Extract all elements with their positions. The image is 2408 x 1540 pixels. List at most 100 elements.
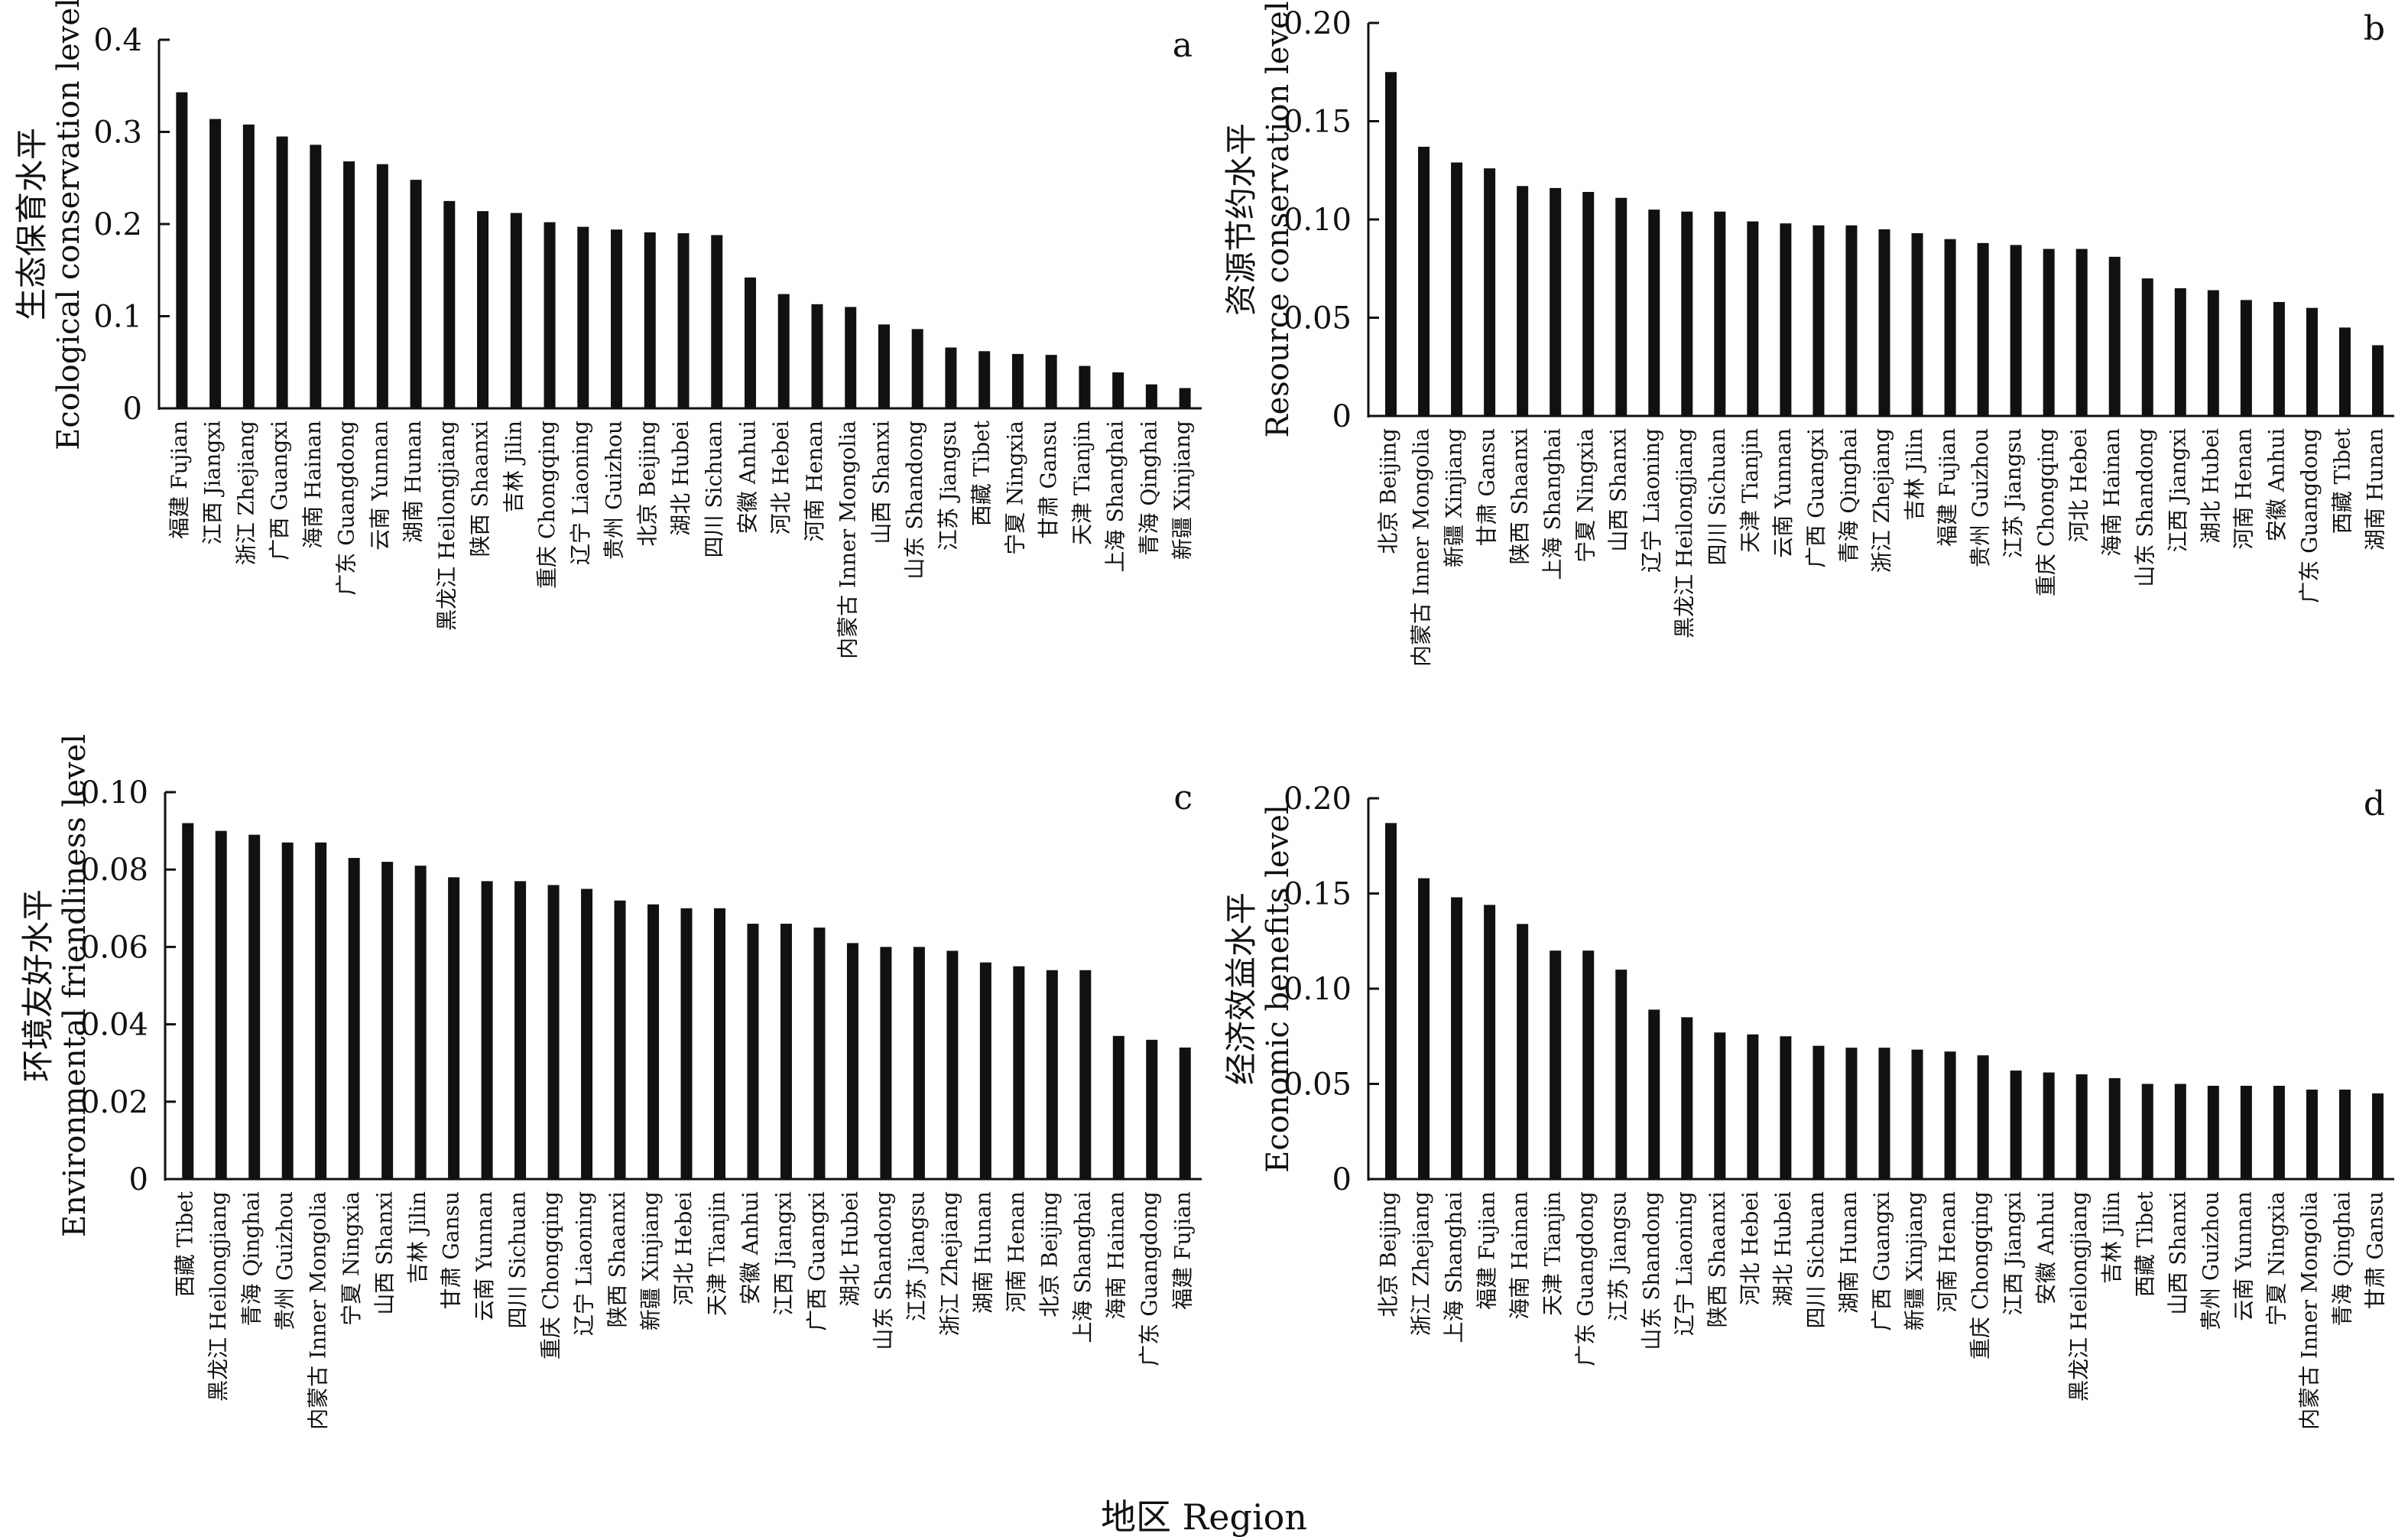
x-tick-label: 吉林 Jilin: [501, 421, 526, 513]
bar: [2108, 256, 2121, 416]
bar: [348, 858, 360, 1179]
x-tick-label: 新疆 Xinjiang: [638, 1191, 664, 1330]
x-tick-label: 四川 Sichuan: [702, 421, 727, 558]
bar: [1112, 372, 1124, 408]
x-tick-label: 西藏 Tibet: [969, 420, 995, 526]
x-tick-label: 北京 Beijing: [1037, 1191, 1062, 1317]
bar: [1484, 168, 1496, 416]
bar: [979, 962, 991, 1179]
x-tick-label: 浙江 Zhejiang: [233, 421, 258, 565]
x-tick-label: 天津 Tianjin: [1738, 428, 1763, 553]
panel-letter: a: [1173, 26, 1193, 65]
x-tick-label: 西藏 Tibet: [2329, 427, 2354, 534]
x-tick-label: 新疆 Xinjiang: [1902, 1191, 1927, 1330]
x-tick-label: 吉林 Jilin: [2099, 1191, 2124, 1284]
bar: [1944, 1051, 1956, 1179]
y-axis-title-cn: 资源节约水平: [1222, 123, 1260, 316]
x-tick-label: 新疆 Xinjiang: [1170, 421, 1195, 560]
x-tick-label: 天津 Tianjin: [1069, 421, 1095, 545]
y-tick-label: 0.05: [1284, 301, 1352, 336]
bar: [777, 294, 790, 408]
bar: [1977, 242, 1989, 416]
x-tick-label: 浙江 Zhejiang: [1409, 1191, 1434, 1336]
y-tick-label: 0.10: [80, 775, 148, 811]
panel-letter: d: [2364, 785, 2385, 824]
bar: [2174, 1084, 2186, 1179]
x-tick-label: 福建 Fujian: [1475, 1191, 1500, 1310]
bar: [1517, 186, 1529, 416]
x-tick-label: 宁夏 Ningxia: [2264, 1191, 2289, 1326]
bar: [481, 881, 493, 1179]
y-tick-label: 0.10: [1284, 972, 1352, 1007]
bar: [1045, 355, 1057, 408]
x-tick-label: 河北 Hebei: [768, 421, 793, 534]
bar: [1550, 187, 1562, 416]
bar: [1812, 225, 1825, 416]
x-tick-label: 山西 Shanxi: [2165, 1191, 2190, 1315]
bar: [2043, 1072, 2055, 1179]
x-tick-label: 四川 Sichuan: [505, 1191, 531, 1329]
bar: [1747, 1034, 1759, 1179]
x-tick-label: 四川 Sichuan: [1803, 1191, 1829, 1329]
x-tick-label: 天津 Tianjin: [704, 1191, 729, 1316]
bar: [713, 908, 725, 1179]
x-tick-label: 海南 Hainan: [300, 421, 326, 549]
bar: [2306, 307, 2318, 416]
panel-a: 0 0.1 0.2 0.3 0.4 福建 Fujian 江西 Jiangxi 浙江 Zheji…: [13, 0, 1202, 659]
bar: [443, 200, 456, 408]
x-tick-label: 河北 Hebei: [1738, 1191, 1763, 1305]
x-tick-label: 山西 Shanxi: [1606, 428, 1631, 552]
panel-c: 0 0.02 0.04 0.06 0.08 0.10 西藏 Tibet 黑龙江 Heilong…: [19, 734, 1202, 1430]
bar: [946, 950, 959, 1179]
bar: [1747, 221, 1759, 416]
x-axis-title: 地区 Region: [1101, 1496, 1307, 1538]
x-tick-label: 辽宁 Liaoning: [572, 1191, 597, 1336]
x-tick-label: 海南 Hainan: [1507, 1191, 1533, 1320]
bar: [414, 866, 427, 1179]
bar: [581, 889, 593, 1179]
x-tick-label: 广东 Guangdong: [1137, 1191, 1162, 1366]
bar: [1112, 1035, 1124, 1179]
y-tick-label: 0.20: [1284, 6, 1352, 41]
x-tick-label: 青海 Qinghai: [1136, 421, 1161, 555]
bar: [1845, 225, 1858, 416]
x-tick-label: 内蒙古 Inner Mongolia: [1409, 428, 1434, 667]
x-tick-label: 黑龙江 Heilongjiang: [2066, 1191, 2092, 1402]
bar: [281, 842, 294, 1179]
bar: [1681, 1017, 1693, 1179]
x-tick-label: 西藏 Tibet: [173, 1191, 198, 1297]
bar: [845, 307, 857, 408]
x-tick-label: 湖北 Hubei: [1770, 1191, 1796, 1307]
bar: [176, 92, 188, 408]
y-tick-label: 0: [1332, 399, 1352, 434]
x-tick-label: 青海 Qinghai: [2329, 1191, 2354, 1326]
x-tick-label: 黑龙江 Heilongjiang: [1672, 428, 1697, 638]
bar: [880, 947, 892, 1179]
bar: [1681, 211, 1693, 416]
bar: [711, 235, 723, 408]
bar: [1385, 72, 1397, 416]
y-axis-title-cn: 环境友好水平: [19, 889, 57, 1082]
bar: [315, 842, 327, 1179]
x-tick-label: 贵州 Guizhou: [272, 1191, 297, 1330]
bar: [2010, 245, 2022, 416]
bar: [182, 823, 194, 1179]
y-tick-label: 0.20: [1284, 781, 1352, 817]
x-tick-label: 北京 Beijing: [1376, 1191, 1401, 1317]
bar: [644, 232, 656, 408]
bar: [647, 904, 660, 1179]
bar: [544, 222, 556, 408]
x-tick-label: 海南 Hainan: [1103, 1191, 1128, 1320]
x-tick-label: 江西 Jiangxi: [200, 421, 226, 545]
x-tick-label: 陕西 Shaanxi: [1705, 1191, 1730, 1327]
x-tick-label: 山东 Shandong: [902, 421, 927, 580]
bar: [343, 161, 355, 408]
x-tick-label: 广西 Guangxi: [1869, 1191, 1894, 1331]
bar: [1451, 897, 1463, 1179]
bar: [209, 119, 222, 408]
x-tick-label: 广东 Guangdong: [1573, 1191, 1598, 1366]
bar: [1944, 239, 1956, 416]
x-tick-label: 甘肃 Gansu: [1475, 428, 1500, 546]
bar: [1079, 970, 1092, 1179]
